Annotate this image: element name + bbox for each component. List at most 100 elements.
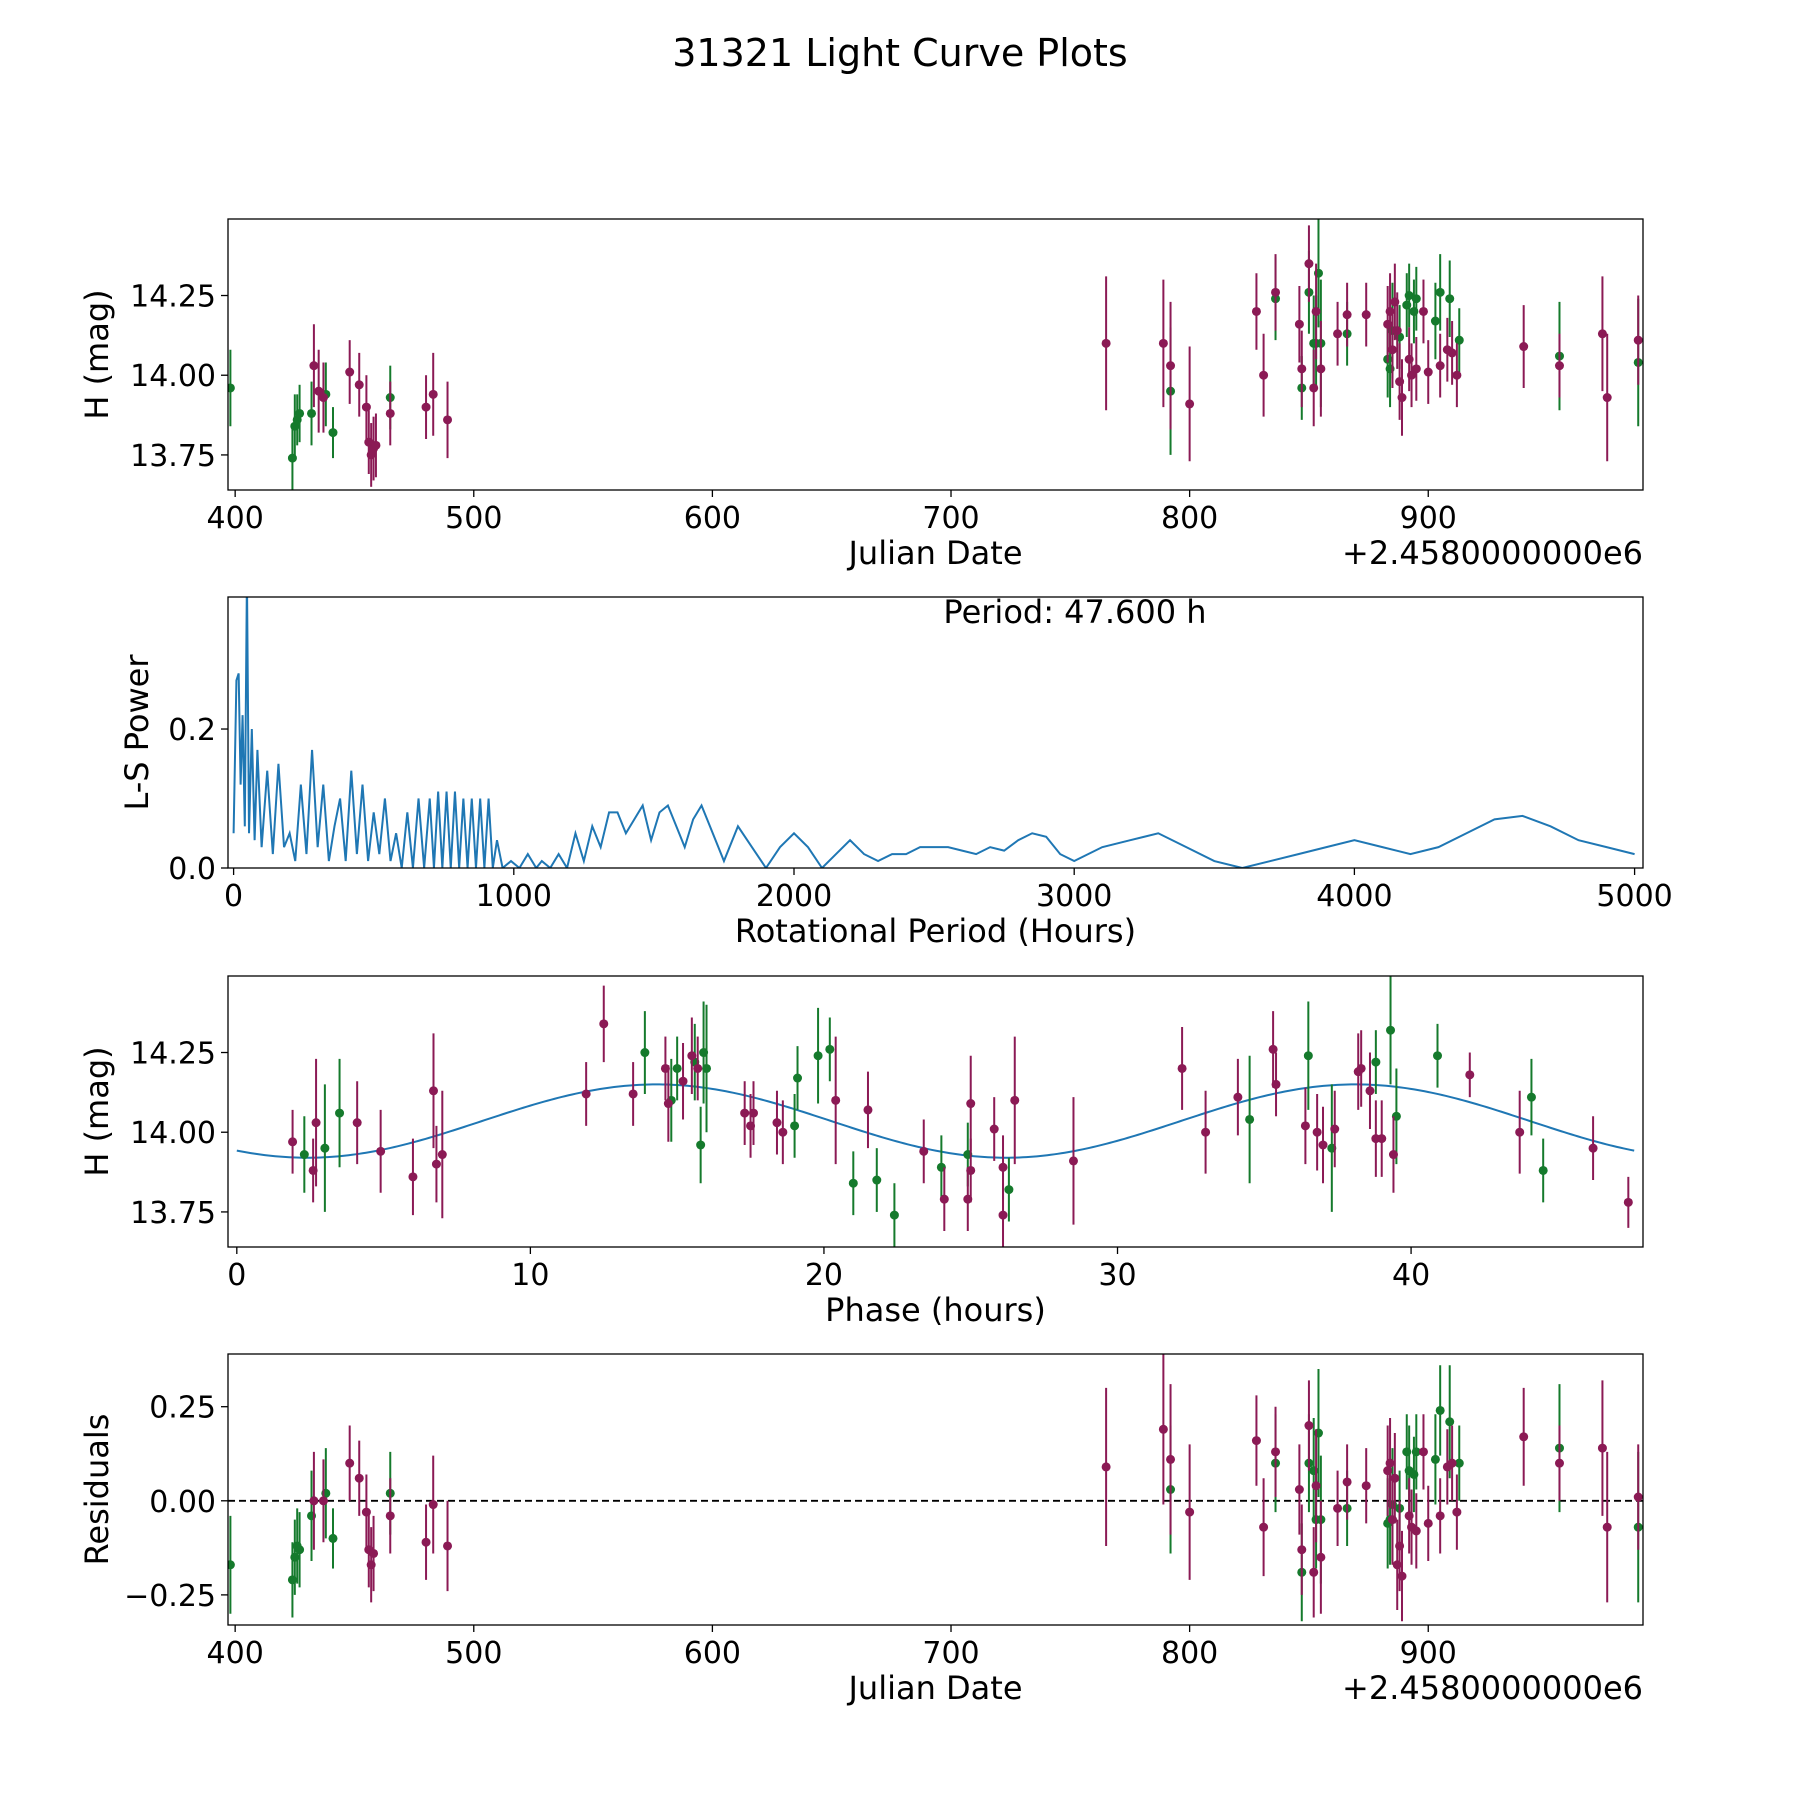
data-point-r <box>1259 370 1269 380</box>
data-point-r <box>1304 1421 1314 1431</box>
data-point-g <box>1445 1417 1455 1427</box>
x-offset-text: +2.4580000000e6 <box>1342 1669 1643 1707</box>
axes-frame <box>227 975 1644 1248</box>
plot-area <box>228 1354 1643 1622</box>
data-point-r <box>628 1089 638 1099</box>
data-point-r <box>361 402 371 412</box>
data-point-r <box>1294 1485 1304 1494</box>
data-point-r <box>345 1458 355 1468</box>
axes-frame <box>227 1353 1644 1626</box>
data-point-r <box>966 1165 976 1175</box>
data-point-r <box>1407 370 1417 380</box>
data-point-g <box>1538 1165 1548 1175</box>
data-point-g <box>307 408 317 418</box>
data-point-r <box>1597 329 1607 339</box>
data-point-r <box>428 1500 438 1510</box>
data-point-g <box>320 1143 330 1153</box>
y-tick-label: 0.0 <box>168 852 216 887</box>
data-point-r <box>352 1118 362 1128</box>
data-point-r <box>1397 393 1407 403</box>
x-tick-label: 900 <box>1400 501 1457 536</box>
data-point-r <box>1294 319 1304 329</box>
data-point-g <box>889 1210 899 1220</box>
data-point-r <box>939 1194 949 1204</box>
data-point-r <box>1177 1063 1187 1073</box>
data-point-r <box>1554 361 1564 371</box>
data-point-r <box>1602 393 1612 403</box>
x-axis-label: Rotational Period (Hours) <box>735 912 1136 950</box>
data-point-g <box>1411 1447 1421 1457</box>
x-tick-label: 900 <box>1400 1636 1457 1671</box>
y-tick-label: 13.75 <box>130 439 216 474</box>
data-point-r <box>385 408 395 418</box>
x-tick-label: 400 <box>207 501 264 536</box>
data-point-r <box>385 1511 395 1521</box>
data-point-r <box>1423 1518 1433 1528</box>
y-tick-label: 14.00 <box>130 359 216 394</box>
data-point-g <box>1454 335 1464 345</box>
data-point-g <box>825 1044 835 1054</box>
x-axis-label: Julian Date <box>846 534 1022 572</box>
data-point-r <box>831 1095 841 1105</box>
data-point-r <box>1233 1092 1243 1102</box>
data-point-g <box>1411 294 1421 304</box>
y-tick-label: 14.00 <box>130 1116 216 1151</box>
axes-frame <box>227 596 1644 869</box>
x-offset-text: +2.4580000000e6 <box>1342 534 1643 572</box>
data-point-r <box>1411 364 1421 374</box>
data-point-r <box>1418 1447 1428 1457</box>
data-point-r <box>772 1118 782 1128</box>
x-tick-label: 400 <box>207 1636 264 1671</box>
data-point-r <box>421 1537 431 1547</box>
data-point-g <box>702 1063 712 1073</box>
y-tick-label: 14.25 <box>130 1037 216 1072</box>
data-point-r <box>1418 306 1428 316</box>
data-point-g <box>1245 1114 1255 1124</box>
data-point-g <box>1433 1051 1443 1061</box>
data-point-r <box>1309 1567 1319 1577</box>
x-tick-label: 600 <box>684 1636 741 1671</box>
data-point-r <box>1342 310 1352 320</box>
data-point-r <box>1452 1507 1462 1517</box>
data-point-r <box>1342 1477 1352 1487</box>
data-point-g <box>228 383 235 393</box>
data-point-r <box>1297 364 1307 374</box>
data-point-r <box>1068 1156 1078 1166</box>
data-point-r <box>1300 1121 1310 1131</box>
data-point-r <box>1452 370 1462 380</box>
data-point-g <box>1435 1405 1445 1415</box>
data-point-r <box>599 1019 609 1029</box>
data-point-r <box>1166 1454 1176 1464</box>
data-point-r <box>1101 338 1111 348</box>
data-point-r <box>1447 348 1457 358</box>
residuals-panel: 400 500 600 700 800 900 −0.25 0.00 0.25 Julian Da… <box>78 1353 1644 1707</box>
data-point-g <box>672 1063 682 1073</box>
data-point-g <box>1404 291 1414 301</box>
data-point-g <box>1303 1051 1313 1061</box>
data-point-r <box>1515 1127 1525 1137</box>
data-point-r <box>693 1063 703 1073</box>
y-axis-label: Residuals <box>78 1414 116 1566</box>
data-point-r <box>1623 1197 1633 1207</box>
data-point-r <box>1271 1079 1281 1089</box>
data-point-r <box>1588 1143 1598 1153</box>
y-axis-label: H (mag) <box>78 1046 116 1176</box>
data-point-r <box>1390 1473 1400 1483</box>
data-point-r <box>318 1496 328 1506</box>
data-point-r <box>1185 399 1195 409</box>
data-point-r <box>740 1108 750 1118</box>
y-axis-label: H (mag) <box>78 289 116 419</box>
data-point-g <box>1454 1458 1464 1468</box>
data-point-r <box>1101 1462 1111 1472</box>
data-point-r <box>581 1089 591 1099</box>
data-point-r <box>408 1172 418 1182</box>
data-point-r <box>1554 1458 1564 1468</box>
data-point-g <box>1445 294 1455 304</box>
data-point-g <box>1430 316 1440 326</box>
data-point-r <box>1388 1150 1398 1160</box>
data-point-r <box>1330 1124 1340 1134</box>
data-point-r <box>1519 1432 1529 1442</box>
x-tick-label: 0 <box>224 879 243 914</box>
data-point-r <box>1333 329 1343 339</box>
